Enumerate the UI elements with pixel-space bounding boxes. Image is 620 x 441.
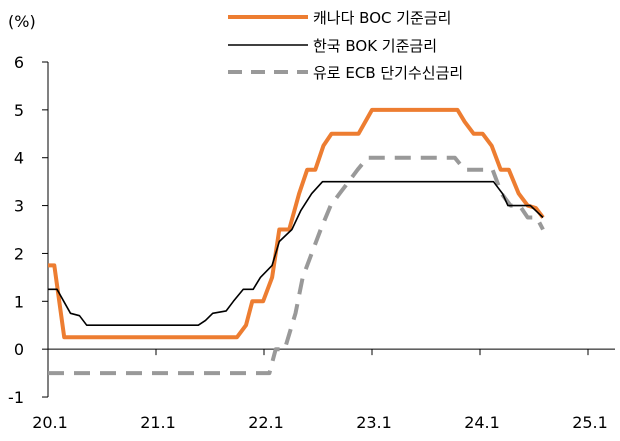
x-tick-label: 22.1 (248, 413, 284, 432)
legend-label-2: 유로 ECB 단기수신금리 (313, 64, 463, 82)
series-line-2 (48, 155, 545, 376)
x-tick-label: 23.1 (356, 413, 392, 432)
y-axis: 6 5 4 3 2 1 0 -1 (8, 53, 49, 407)
y-axis-unit-label: (%) (8, 12, 36, 31)
series-line-0 (48, 107, 545, 340)
y-tick-label: 0 (14, 340, 24, 359)
x-tick-label: 21.1 (140, 413, 176, 432)
y-tick-label: 4 (14, 149, 24, 168)
legend-label-0: 캐나다 BOC 기준금리 (313, 9, 451, 27)
y-tick-label: 2 (14, 244, 24, 263)
y-tick-label: 1 (14, 292, 24, 311)
y-tick-label: 3 (14, 197, 24, 216)
y-tick-label: 6 (14, 53, 24, 72)
x-tick-label: 25.1 (572, 413, 608, 432)
series-line-1 (48, 180, 544, 326)
series-layer (48, 107, 545, 376)
y-tick-label: -1 (8, 388, 24, 407)
y-tick-label: 5 (14, 101, 24, 120)
legend-label-1: 한국 BOK 기준금리 (313, 37, 437, 55)
x-axis: 20.1 21.1 22.1 23.1 24.1 25.1 (32, 348, 615, 432)
x-tick-label: 20.1 (32, 413, 68, 432)
x-tick-label: 24.1 (464, 413, 500, 432)
